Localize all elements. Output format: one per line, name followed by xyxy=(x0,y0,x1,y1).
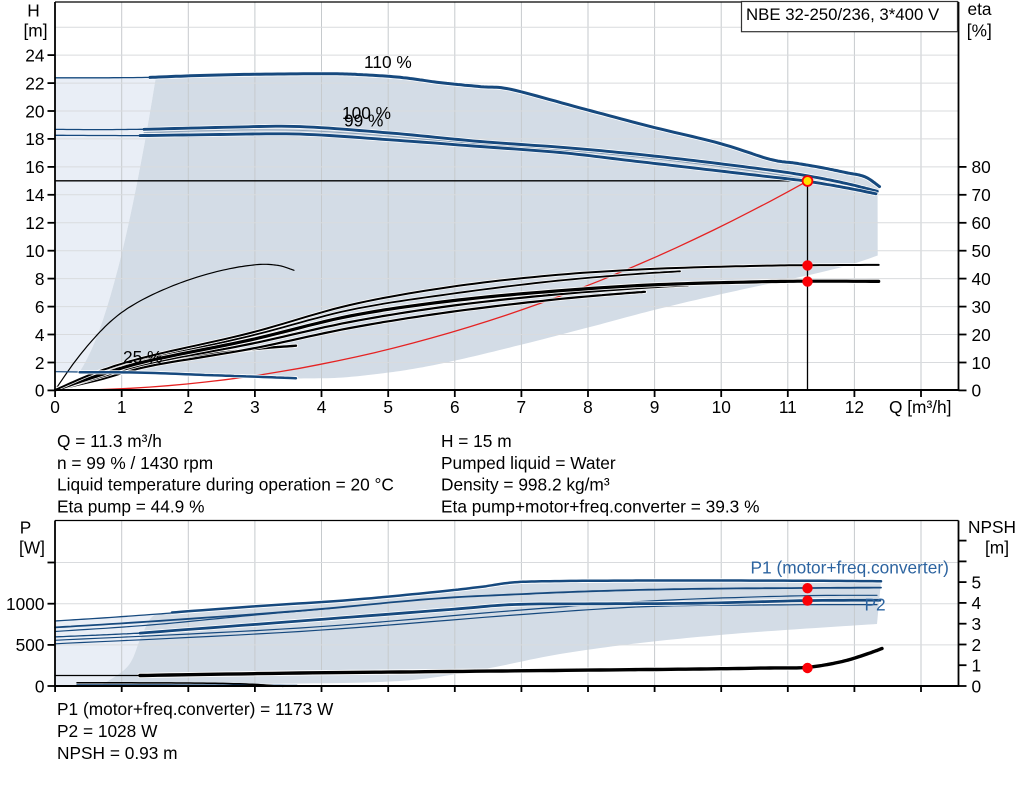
svg-text:110 %: 110 % xyxy=(364,52,412,72)
svg-text:70: 70 xyxy=(972,185,991,205)
svg-text:3: 3 xyxy=(250,397,260,417)
svg-text:24: 24 xyxy=(25,45,45,65)
svg-text:4: 4 xyxy=(972,593,982,613)
svg-text:0: 0 xyxy=(972,381,982,401)
svg-text:[m]: [m] xyxy=(985,538,1009,558)
svg-text:10: 10 xyxy=(25,241,44,261)
svg-text:5: 5 xyxy=(383,397,393,417)
svg-text:[%]: [%] xyxy=(967,21,992,41)
svg-text:[W]: [W] xyxy=(19,538,45,558)
svg-text:P: P xyxy=(20,518,32,538)
svg-text:12: 12 xyxy=(25,213,44,233)
svg-text:10: 10 xyxy=(972,353,991,373)
svg-text:2: 2 xyxy=(184,397,194,417)
svg-text:[m]: [m] xyxy=(24,21,48,41)
svg-text:Eta pump = 44.9 %: Eta pump = 44.9 % xyxy=(57,496,204,516)
svg-text:30: 30 xyxy=(972,297,991,317)
svg-text:10: 10 xyxy=(712,397,731,417)
svg-text:7: 7 xyxy=(517,397,527,417)
svg-text:Q = 11.3 m³/h: Q = 11.3 m³/h xyxy=(57,431,162,451)
svg-text:22: 22 xyxy=(25,73,44,93)
svg-text:H: H xyxy=(27,1,39,21)
svg-text:0: 0 xyxy=(50,397,60,417)
svg-text:20: 20 xyxy=(972,325,991,345)
svg-text:14: 14 xyxy=(25,185,45,205)
svg-text:0: 0 xyxy=(972,676,982,696)
svg-text:18: 18 xyxy=(25,129,44,149)
svg-text:50: 50 xyxy=(972,241,991,261)
svg-text:P1 (motor+freq.converter) = 11: P1 (motor+freq.converter) = 1173 W xyxy=(57,699,334,719)
svg-text:P2 = 1028 W: P2 = 1028 W xyxy=(57,721,158,741)
svg-text:8: 8 xyxy=(583,397,593,417)
svg-text:0: 0 xyxy=(35,676,45,696)
svg-text:4: 4 xyxy=(317,397,327,417)
svg-text:100 %: 100 % xyxy=(342,103,391,123)
svg-text:1: 1 xyxy=(972,656,982,676)
svg-text:6: 6 xyxy=(450,397,460,417)
svg-text:25 %: 25 % xyxy=(123,347,162,367)
svg-text:Liquid temperature during oper: Liquid temperature during operation = 20… xyxy=(57,475,394,495)
svg-text:Pumped liquid = Water: Pumped liquid = Water xyxy=(441,453,616,473)
svg-text:Q [m³/h]: Q [m³/h] xyxy=(889,397,951,417)
svg-text:1: 1 xyxy=(117,397,127,417)
svg-text:NPSH: NPSH xyxy=(968,517,1016,537)
svg-text:11: 11 xyxy=(779,397,797,417)
svg-text:9: 9 xyxy=(650,397,660,417)
svg-text:eta: eta xyxy=(968,0,992,19)
svg-text:0: 0 xyxy=(35,381,45,401)
svg-text:P2: P2 xyxy=(865,595,886,615)
svg-text:5: 5 xyxy=(972,572,982,592)
svg-text:P1 (motor+freq.converter): P1 (motor+freq.converter) xyxy=(751,558,949,578)
svg-text:Eta pump+motor+freq.converter: Eta pump+motor+freq.converter = 39.3 % xyxy=(441,496,759,516)
svg-text:16: 16 xyxy=(25,157,44,177)
svg-text:NBE 32-250/236, 3*400 V: NBE 32-250/236, 3*400 V xyxy=(746,5,940,24)
svg-text:4: 4 xyxy=(35,325,45,345)
svg-text:6: 6 xyxy=(35,297,45,317)
svg-text:99 %: 99 % xyxy=(344,110,383,130)
svg-text:2: 2 xyxy=(972,635,982,655)
svg-text:80: 80 xyxy=(972,157,991,177)
svg-text:3: 3 xyxy=(972,614,982,634)
svg-text:2: 2 xyxy=(35,353,45,373)
svg-text:NPSH = 0.93 m: NPSH = 0.93 m xyxy=(57,743,178,763)
svg-text:n = 99 % / 1430 rpm: n = 99 % / 1430 rpm xyxy=(57,453,213,473)
svg-text:20: 20 xyxy=(25,101,44,121)
svg-text:12: 12 xyxy=(845,397,864,417)
svg-text:1000: 1000 xyxy=(6,594,44,614)
svg-text:500: 500 xyxy=(16,635,45,655)
svg-text:60: 60 xyxy=(972,213,991,233)
svg-text:Density = 998.2 kg/m³: Density = 998.2 kg/m³ xyxy=(441,475,610,495)
svg-text:40: 40 xyxy=(972,269,991,289)
svg-text:H = 15 m: H = 15 m xyxy=(441,431,512,451)
svg-text:8: 8 xyxy=(35,269,45,289)
